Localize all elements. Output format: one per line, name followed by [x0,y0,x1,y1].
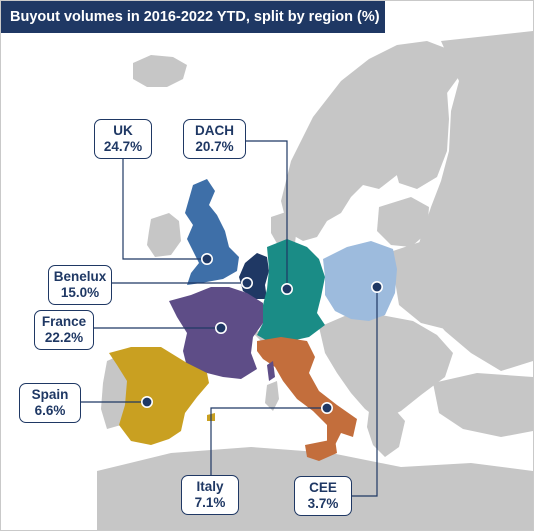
uk-label[interactable]: UK 24.7% [94,119,152,159]
france-name: France [41,314,87,329]
cee-marker[interactable] [370,280,383,293]
cee-value: 3.7% [307,496,339,511]
dach-leader-line [246,140,288,289]
sardinia-shape [265,381,279,411]
italy-value: 7.1% [194,495,226,510]
dach-name: DACH [195,123,234,138]
uk-marker[interactable] [201,253,214,266]
uk-name: UK [113,123,133,138]
uk-region[interactable] [185,179,239,285]
italy-name: Italy [196,479,224,494]
uk-value: 24.7% [103,139,143,154]
italy-leader-line [210,407,327,475]
ireland-shape [147,213,181,257]
spain-label[interactable]: Spain 6.6% [19,383,81,423]
iceland-shape [133,55,187,87]
france-marker[interactable] [215,321,228,334]
dach-value: 20.7% [195,139,234,154]
benelux-value: 15.0% [60,285,100,300]
balkans-shape [319,315,453,421]
spain-marker[interactable] [141,395,154,408]
uk-leader-line [122,159,207,260]
region-markers [141,253,383,414]
italy-label[interactable]: Italy 7.1% [181,475,239,515]
cee-name: CEE [309,480,337,495]
benelux-name: Benelux [53,269,107,284]
denmark-shape [271,211,297,247]
spain-value: 6.6% [34,403,66,418]
finland-shape [393,71,449,189]
france-label[interactable]: France 22.2% [34,310,94,350]
italy-marker[interactable] [320,401,333,414]
map-title: Buyout volumes in 2016-2022 YTD, split b… [1,1,385,33]
baltics-shape [377,197,429,247]
benelux-marker[interactable] [241,276,254,289]
benelux-label[interactable]: Benelux 15.0% [48,265,112,305]
leader-lines [81,140,378,497]
dach-label[interactable]: DACH 20.7% [183,119,246,159]
spain-region[interactable] [109,347,209,445]
corsica-shape[interactable] [267,361,275,381]
cee-label[interactable]: CEE 3.7% [294,476,352,516]
belarus-ukraine-shape [393,239,495,331]
greece-shape [367,405,405,457]
dach-marker[interactable] [280,282,293,295]
france-value: 22.2% [44,330,84,345]
sicily-shape[interactable] [305,439,337,461]
spain-name: Spain [31,387,69,402]
france-region[interactable] [169,287,263,379]
italy-region[interactable] [257,337,357,445]
turkey-shape [433,373,533,437]
cee-region[interactable] [323,241,397,321]
cee-leader-line [352,287,378,497]
